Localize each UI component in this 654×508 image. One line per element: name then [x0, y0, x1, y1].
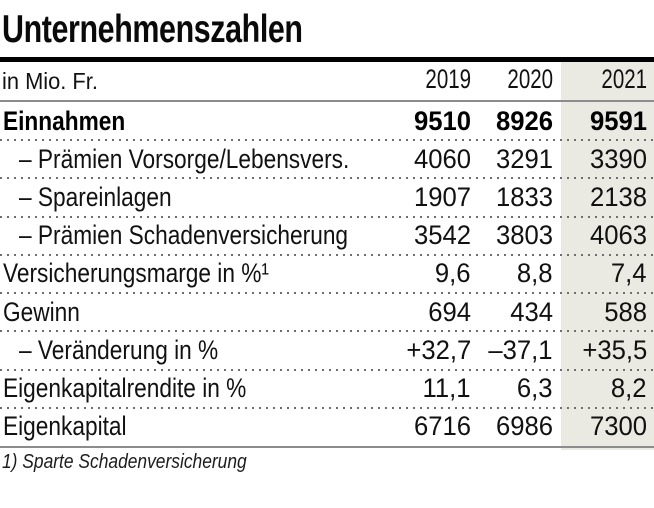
value-cell: 9,6 [435, 258, 471, 289]
value-cell: 588 [604, 296, 647, 327]
value-cell: 7300 [589, 411, 647, 442]
row-label: – Prämien Vorsorge/Lebensvers. [19, 143, 350, 174]
table-bottom-rule [0, 446, 654, 448]
highlight-column-2021 [561, 62, 654, 450]
year-header-2019: 2019 [425, 64, 471, 94]
value-cell: +32,7 [406, 334, 471, 365]
value-cell: 3390 [589, 143, 647, 174]
table-row-praemien-schaden: – Prämien Schadenversicherung 3542 3803 … [0, 217, 654, 257]
value-cell: 1833 [495, 182, 553, 213]
table-header-row: in Mio. Fr. 2019 2020 2021 [0, 62, 654, 102]
value-cell: 3803 [495, 220, 553, 251]
value-cell: 11,1 [422, 373, 471, 404]
value-cell: 3542 [413, 220, 471, 251]
value-cell: 8,2 [611, 373, 647, 404]
value-cell: 4060 [413, 143, 471, 174]
value-cell: 7,4 [611, 258, 647, 289]
row-label: Gewinn [3, 296, 80, 327]
value-cell: 6,3 [517, 373, 553, 404]
table-row-eigenkapitalrendite: Eigenkapitalrendite in % 11,1 6,3 8,2 [0, 370, 654, 409]
value-cell: +35,5 [582, 334, 647, 365]
table-row-eigenkapital: Eigenkapital 6716 6986 7300 [0, 408, 654, 446]
table-row-versicherungsmarge: Versicherungsmarge in %¹ 9,6 8,8 7,4 [0, 255, 654, 295]
table-row-spareinlagen: – Spareinlagen 1907 1833 2138 [0, 178, 654, 218]
table-row-einnahmen: Einnahmen 9510 8926 9591 [0, 102, 654, 142]
table-row-veraenderung: – Veränderung in % +32,7 –37,1 +35,5 [0, 331, 654, 371]
table-row-gewinn: Gewinn 694 434 588 [0, 293, 654, 333]
table-body: Einnahmen 9510 8926 9591 – Prämien Vorso… [0, 102, 654, 446]
value-cell: 2138 [589, 182, 647, 213]
value-cell: 434 [510, 296, 553, 327]
value-cell: 6986 [495, 411, 553, 442]
year-header-2020: 2020 [507, 64, 553, 94]
table-row-praemien-vorsorge: – Prämien Vorsorge/Lebensvers. 4060 3291… [0, 140, 654, 180]
value-cell: –37,1 [488, 334, 553, 365]
row-label: Eigenkapital [3, 411, 127, 442]
unit-label: in Mio. Fr. [2, 68, 98, 94]
row-label: – Spareinlagen [19, 182, 172, 213]
masthead: Unternehmenszahlen [0, 0, 654, 57]
value-cell: 9510 [413, 105, 471, 136]
value-cell: 694 [428, 296, 471, 327]
title-rule [0, 57, 654, 62]
value-cell: 6716 [413, 411, 471, 442]
row-label: Eigenkapitalrendite in % [3, 373, 247, 404]
year-header-2021: 2021 [601, 64, 647, 94]
row-label: – Prämien Schadenversicherung [19, 220, 349, 251]
row-label: Einnahmen [3, 105, 126, 136]
value-cell: 8,8 [517, 258, 553, 289]
footnote: 1) Sparte Schadenversicherung [2, 451, 247, 473]
value-cell: 3291 [495, 143, 553, 174]
value-cell: 8926 [495, 105, 553, 136]
row-label: – Veränderung in % [19, 334, 219, 365]
value-cell: 9591 [589, 105, 647, 136]
row-label: Versicherungsmarge in %¹ [3, 258, 269, 289]
value-cell: 1907 [413, 182, 471, 213]
value-cell: 4063 [589, 220, 647, 251]
page-title: Unternehmenszahlen [2, 8, 303, 51]
